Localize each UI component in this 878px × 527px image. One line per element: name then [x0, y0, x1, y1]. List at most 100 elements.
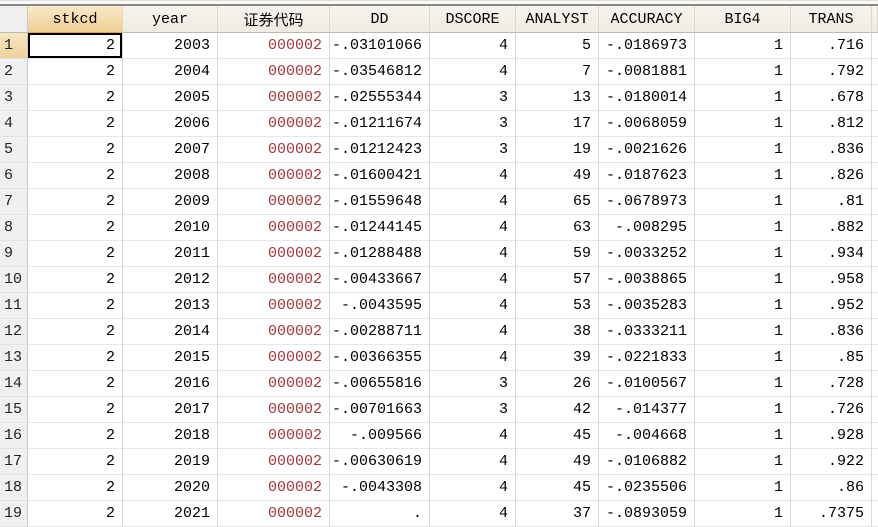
- row-number[interactable]: 12: [0, 319, 28, 345]
- cell-stkcd[interactable]: 2: [28, 423, 123, 449]
- column-header-overflow[interactable]: [872, 6, 878, 33]
- cell-dscore[interactable]: 3: [430, 85, 516, 111]
- cell-accuracy[interactable]: -.0678973: [599, 189, 695, 215]
- cell-dd[interactable]: -.01244145: [330, 215, 430, 241]
- cell-dscore[interactable]: 4: [430, 215, 516, 241]
- cell-overflow[interactable]: [872, 371, 878, 397]
- row-number[interactable]: 13: [0, 345, 28, 371]
- cell-big4[interactable]: 1: [695, 397, 791, 423]
- column-header-sec-code[interactable]: 证券代码: [218, 6, 330, 33]
- cell-sec-code[interactable]: 000002: [218, 293, 330, 319]
- cell-stkcd[interactable]: 2: [28, 267, 123, 293]
- cell-analyst[interactable]: 49: [516, 449, 599, 475]
- cell-dd[interactable]: -.00701663: [330, 397, 430, 423]
- cell-trans[interactable]: .81: [791, 189, 872, 215]
- cell-trans[interactable]: .726: [791, 397, 872, 423]
- cell-sec-code[interactable]: 000002: [218, 189, 330, 215]
- cell-analyst[interactable]: 38: [516, 319, 599, 345]
- column-header-dd[interactable]: DD: [330, 6, 430, 33]
- cell-analyst[interactable]: 42: [516, 397, 599, 423]
- cell-year[interactable]: 2013: [123, 293, 218, 319]
- cell-dd[interactable]: -.03546812: [330, 59, 430, 85]
- cell-trans[interactable]: .792: [791, 59, 872, 85]
- row-number[interactable]: 16: [0, 423, 28, 449]
- cell-stkcd[interactable]: 2: [28, 241, 123, 267]
- cell-sec-code[interactable]: 000002: [218, 475, 330, 501]
- column-header-analyst[interactable]: ANALYST: [516, 6, 599, 33]
- column-header-big4[interactable]: BIG4: [695, 6, 791, 33]
- cell-year[interactable]: 2011: [123, 241, 218, 267]
- cell-trans[interactable]: .716: [791, 33, 872, 59]
- cell-sec-code[interactable]: 000002: [218, 397, 330, 423]
- cell-dd[interactable]: -.00655816: [330, 371, 430, 397]
- cell-sec-code[interactable]: 000002: [218, 85, 330, 111]
- cell-dscore[interactable]: 4: [430, 449, 516, 475]
- cell-dscore[interactable]: 4: [430, 241, 516, 267]
- cell-trans[interactable]: .934: [791, 241, 872, 267]
- cell-dd[interactable]: -.00366355: [330, 345, 430, 371]
- row-number[interactable]: 9: [0, 241, 28, 267]
- cell-trans[interactable]: .836: [791, 137, 872, 163]
- cell-trans[interactable]: .678: [791, 85, 872, 111]
- cell-accuracy[interactable]: -.0235506: [599, 475, 695, 501]
- column-header-year[interactable]: year: [123, 6, 218, 33]
- cell-sec-code[interactable]: 000002: [218, 163, 330, 189]
- cell-stkcd[interactable]: 2: [28, 293, 123, 319]
- row-number[interactable]: 10: [0, 267, 28, 293]
- cell-year[interactable]: 2007: [123, 137, 218, 163]
- cell-stkcd[interactable]: 2: [28, 475, 123, 501]
- cell-trans[interactable]: .928: [791, 423, 872, 449]
- cell-stkcd[interactable]: 2: [28, 137, 123, 163]
- cell-sec-code[interactable]: 000002: [218, 33, 330, 59]
- cell-dd[interactable]: -.01288488: [330, 241, 430, 267]
- cell-analyst[interactable]: 17: [516, 111, 599, 137]
- cell-overflow[interactable]: [872, 319, 878, 345]
- cell-trans[interactable]: .826: [791, 163, 872, 189]
- cell-dscore[interactable]: 3: [430, 111, 516, 137]
- cell-big4[interactable]: 1: [695, 163, 791, 189]
- cell-analyst[interactable]: 65: [516, 189, 599, 215]
- cell-dd[interactable]: -.0043308: [330, 475, 430, 501]
- cell-analyst[interactable]: 63: [516, 215, 599, 241]
- cell-trans[interactable]: .86: [791, 475, 872, 501]
- cell-analyst[interactable]: 59: [516, 241, 599, 267]
- cell-overflow[interactable]: [872, 449, 878, 475]
- cell-dd[interactable]: .: [330, 501, 430, 527]
- cell-overflow[interactable]: [872, 241, 878, 267]
- column-header-dscore[interactable]: DSCORE: [430, 6, 516, 33]
- cell-accuracy[interactable]: -.014377: [599, 397, 695, 423]
- cell-accuracy[interactable]: -.0100567: [599, 371, 695, 397]
- cell-sec-code[interactable]: 000002: [218, 423, 330, 449]
- cell-analyst[interactable]: 45: [516, 475, 599, 501]
- row-number[interactable]: 4: [0, 111, 28, 137]
- cell-stkcd[interactable]: 2: [28, 397, 123, 423]
- cell-year[interactable]: 2005: [123, 85, 218, 111]
- cell-big4[interactable]: 1: [695, 345, 791, 371]
- row-number[interactable]: 18: [0, 475, 28, 501]
- cell-accuracy[interactable]: -.0035283: [599, 293, 695, 319]
- cell-dd[interactable]: -.0043595: [330, 293, 430, 319]
- cell-accuracy[interactable]: -.008295: [599, 215, 695, 241]
- cell-big4[interactable]: 1: [695, 59, 791, 85]
- cell-stkcd[interactable]: 2: [28, 111, 123, 137]
- cell-sec-code[interactable]: 000002: [218, 241, 330, 267]
- cell-analyst[interactable]: 45: [516, 423, 599, 449]
- row-number[interactable]: 1: [0, 33, 28, 59]
- cell-analyst[interactable]: 39: [516, 345, 599, 371]
- cell-dscore[interactable]: 3: [430, 371, 516, 397]
- cell-stkcd[interactable]: 2: [28, 215, 123, 241]
- cell-stkcd[interactable]: 2: [28, 163, 123, 189]
- cell-big4[interactable]: 1: [695, 449, 791, 475]
- cell-overflow[interactable]: [872, 33, 878, 59]
- cell-accuracy[interactable]: -.004668: [599, 423, 695, 449]
- cell-big4[interactable]: 1: [695, 475, 791, 501]
- cell-overflow[interactable]: [872, 501, 878, 527]
- cell-overflow[interactable]: [872, 59, 878, 85]
- cell-year[interactable]: 2021: [123, 501, 218, 527]
- row-number[interactable]: 6: [0, 163, 28, 189]
- cell-dd[interactable]: -.01212423: [330, 137, 430, 163]
- cell-big4[interactable]: 1: [695, 111, 791, 137]
- cell-year[interactable]: 2015: [123, 345, 218, 371]
- cell-accuracy[interactable]: -.0186973: [599, 33, 695, 59]
- cell-dscore[interactable]: 4: [430, 475, 516, 501]
